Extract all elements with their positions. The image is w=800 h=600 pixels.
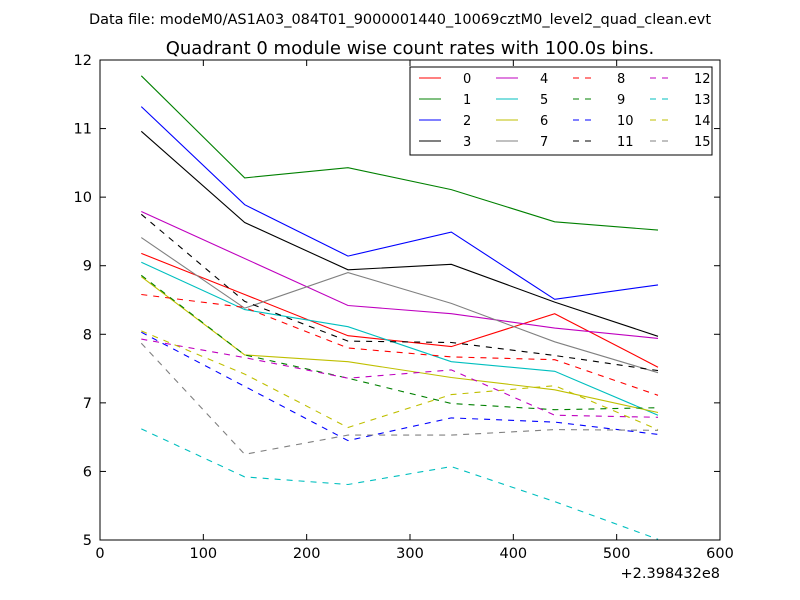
x-tick-label: 300: [396, 546, 424, 562]
chart-title: Quadrant 0 module wise count rates with …: [166, 38, 655, 59]
x-axis-ticks: 0 100 200 300 400 500 600: [95, 60, 734, 562]
legend-label: 9: [617, 93, 625, 108]
legend-label: 4: [540, 72, 548, 87]
legend-label: 6: [540, 114, 548, 129]
series-line-15: [140, 342, 659, 455]
legend-label: 13: [694, 93, 711, 108]
series-line-1: [140, 75, 659, 231]
series-line-5: [141, 261, 659, 416]
legend-label: 15: [694, 135, 711, 150]
legend-label: 0: [463, 72, 471, 87]
series-line-13: [141, 428, 659, 540]
x-tick-label: 500: [603, 546, 631, 562]
series-line-8: [141, 293, 659, 396]
legend-label: 3: [463, 135, 471, 150]
legend-label: 12: [694, 72, 711, 87]
legend-frame: [409, 66, 713, 156]
x-tick-label: 100: [189, 546, 217, 562]
series-line-3: [140, 130, 659, 337]
y-tick-label: 5: [83, 533, 92, 549]
legend-label: 11: [617, 135, 634, 150]
y-tick-label: 9: [83, 259, 92, 275]
x-offset-label: +2.398432e8: [621, 566, 720, 582]
x-tick-label: 600: [706, 546, 734, 562]
series-line-7: [140, 237, 659, 374]
y-tick-label: 10: [74, 190, 92, 206]
plot-frame: [99, 59, 721, 541]
series-line-11: [140, 213, 659, 372]
y-tick-label: 7: [83, 396, 92, 412]
legend-label: 7: [540, 135, 548, 150]
series-lines: [140, 75, 659, 540]
series-line-0: [141, 252, 659, 368]
legend-label: 10: [617, 114, 634, 129]
legend-label: 5: [540, 93, 548, 108]
x-tick-label: 400: [499, 546, 527, 562]
legend-label: 14: [694, 114, 711, 129]
data-file-suptitle: Data file: modeM0/AS1A03_084T01_90000014…: [89, 12, 711, 28]
series-line-10: [141, 331, 659, 442]
y-tick-label: 12: [74, 53, 92, 69]
y-tick-label: 8: [83, 327, 92, 343]
legend-label: 8: [617, 72, 625, 87]
series-line-9: [140, 274, 659, 411]
legend-label: 2: [463, 114, 471, 129]
y-tick-label: 11: [74, 122, 92, 138]
y-tick-label: 6: [83, 464, 92, 480]
x-tick-label: 200: [293, 546, 321, 562]
x-tick-label: 0: [95, 546, 104, 562]
legend-label: 1: [463, 93, 471, 108]
series-line-2: [140, 106, 659, 300]
series-line-4: [141, 210, 659, 339]
series-line-14: [141, 330, 659, 431]
series-line-12: [141, 338, 659, 418]
